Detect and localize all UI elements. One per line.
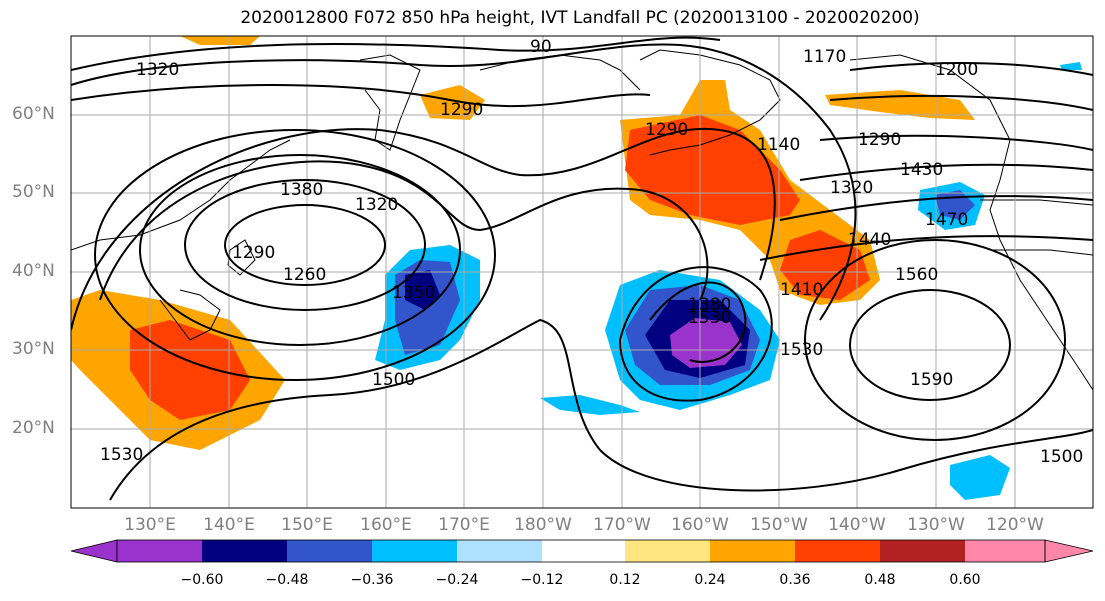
colorbar-segment [202, 540, 287, 562]
lon-label: 120°W [986, 515, 1044, 535]
colorbar-segment [880, 540, 965, 562]
contour-label: 1530 [688, 308, 731, 328]
shade-navy-w-pacific [405, 270, 440, 310]
contour-label: 1410 [780, 280, 823, 300]
contour-label: 1380 [280, 180, 323, 200]
contour-label: 1290 [440, 100, 483, 120]
lon-label: 170°E [438, 515, 490, 535]
contour-label: 1140 [757, 135, 800, 155]
colorbar-tick-label: 0.48 [864, 572, 896, 588]
colorbar-segment [457, 540, 542, 562]
lat-label: 20°N [12, 418, 55, 438]
contour-label: 1590 [910, 370, 953, 390]
lon-label: 140°E [203, 515, 255, 535]
colorbar-segment [542, 540, 625, 562]
lon-label: 130°W [907, 515, 965, 535]
colorbar-tick-label: 0.24 [694, 572, 726, 588]
colorbar-segment [287, 540, 372, 562]
colorbar-frame [116, 539, 1046, 563]
graticule [71, 36, 1093, 508]
map-title: 2020012800 F072 850 hPa height, IVT Land… [240, 8, 920, 28]
contour-labels: 1320 1290 1380 1320 1290 1260 1350 1500 … [100, 37, 1083, 467]
colorbar-segment [795, 540, 880, 562]
shade-lightblue-sw [950, 455, 1010, 500]
lon-label: 160°W [671, 515, 729, 535]
contour-label: 1440 [848, 230, 891, 250]
lon-label: 170°W [593, 515, 651, 535]
colorbar-segment [372, 540, 457, 562]
contour-label: 1530 [100, 445, 143, 465]
contour-label: 1430 [900, 160, 943, 180]
contour-label: 1320 [830, 178, 873, 198]
colorbar-tick-label: 0.12 [609, 572, 641, 588]
colorbar-segment [965, 540, 1045, 562]
shade-orange-okhotsk [420, 85, 485, 120]
contour-label: 1470 [925, 210, 968, 230]
contour-label: 1200 [935, 60, 978, 80]
lon-label: 180°W [514, 515, 572, 535]
lon-label: 140°W [828, 515, 886, 535]
colorbar-tick-label: −0.36 [350, 572, 394, 588]
shade-red-ne-pacific [780, 230, 870, 300]
lat-label: 30°N [12, 339, 55, 359]
contour-label: 1530 [780, 340, 823, 360]
contour-label: 1500 [372, 370, 415, 390]
contour-label: 1320 [355, 195, 398, 215]
shade-lightblue-strip [540, 395, 640, 415]
colorbar-arrow-left [70, 539, 118, 563]
lon-label: 150°E [281, 515, 333, 535]
colorbar-segment [117, 540, 202, 562]
contour-label: 1320 [136, 60, 179, 80]
contour-label: 1260 [283, 265, 326, 285]
lat-label: 40°N [12, 261, 55, 281]
shade-red-alaska [625, 115, 800, 225]
lat-label: 50°N [12, 182, 55, 202]
colorbar-tick-label: −0.60 [180, 572, 224, 588]
colorbar-tick-label: −0.12 [520, 572, 564, 588]
colorbar-tick-label: −0.24 [435, 572, 479, 588]
contour-label: 1290 [232, 243, 275, 263]
contour-label: 90 [530, 37, 552, 57]
contour-label: 1560 [895, 265, 938, 285]
colorbar-segment [710, 540, 795, 562]
colorbar-arrow-right [1044, 539, 1094, 563]
shade-orange-nw [180, 36, 260, 45]
map-plot-area: 1320 1290 1380 1320 1290 1260 1350 1500 … [71, 36, 1093, 508]
shade-lightblue-small [1060, 62, 1082, 70]
contour-label: 1380 [688, 295, 731, 315]
colorbar-tick-label: 0.60 [949, 572, 981, 588]
contour-label: 1350 [392, 283, 435, 303]
map-frame [70, 35, 1094, 509]
colorbar [70, 539, 1094, 563]
lon-label: 150°W [750, 515, 808, 535]
height-contours [71, 36, 1093, 501]
lat-label: 60°N [12, 104, 55, 124]
contour-label: 1170 [803, 47, 846, 67]
contour-label: 1290 [858, 130, 901, 150]
contour-label: 1290 [645, 120, 688, 140]
lon-label: 160°E [360, 515, 412, 535]
shade-red-east-asia [130, 320, 250, 420]
lon-label: 130°E [124, 515, 176, 535]
colorbar-segment [625, 540, 710, 562]
contour-label: 1500 [1040, 447, 1083, 467]
coastlines [71, 49, 1093, 391]
colorbar-tick-label: −0.48 [265, 572, 309, 588]
colorbar-tick-label: 0.36 [779, 572, 811, 588]
